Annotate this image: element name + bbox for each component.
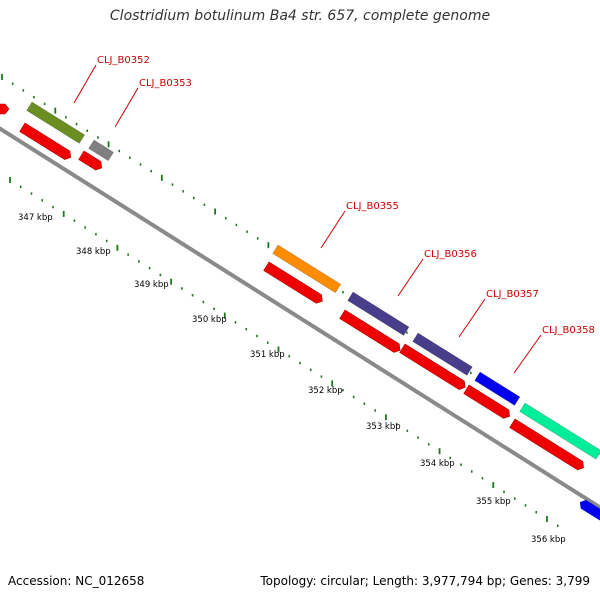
gene-leader-line	[114, 87, 139, 128]
cds-arrow	[509, 418, 584, 471]
cds-arrow	[263, 261, 323, 304]
gene-label: CLJ_B0358	[542, 325, 595, 336]
cds-arrow	[339, 309, 401, 353]
gene-leader-line	[320, 210, 346, 249]
gene-label: CLJ_B0357	[486, 289, 539, 300]
cds-arrow	[0, 103, 10, 115]
gene-feature-bar	[88, 139, 114, 162]
gene-leader-line	[513, 334, 542, 374]
gene-label: CLJ_B0353	[139, 78, 192, 89]
gene-leader-line	[73, 64, 97, 104]
gene-label: CLJ_B0356	[424, 249, 477, 260]
accession-label: Accession: NC_012658	[8, 574, 145, 588]
gene-leader-line	[458, 298, 486, 338]
position-label: 349 kbp	[134, 280, 169, 290]
gene-leader-lines	[73, 64, 542, 374]
genome-backbone	[0, 126, 600, 510]
gene-feature-track	[26, 101, 600, 522]
gene-feature-bar	[272, 244, 342, 294]
map-title: Clostridium botulinum Ba4 str. 657, comp…	[109, 8, 491, 24]
position-label: 355 kbp	[476, 497, 511, 507]
position-label: 351 kbp	[250, 350, 285, 360]
position-label: 352 kbp	[308, 386, 343, 396]
position-label: 353 kbp	[366, 422, 401, 432]
position-label: 348 kbp	[76, 247, 111, 257]
gene-label: CLJ_B0352	[97, 55, 150, 66]
position-label: 347 kbp	[18, 213, 53, 223]
genome-summary: Topology: circular; Length: 3,977,794 bp…	[260, 574, 590, 588]
position-label: 356 kbp	[531, 535, 566, 545]
cds-arrow	[463, 384, 510, 419]
position-label: 354 kbp	[420, 459, 455, 469]
gene-label: CLJ_B0355	[346, 201, 399, 212]
inner-tick-ring	[9, 177, 559, 527]
position-label: 350 kbp	[192, 315, 227, 325]
gene-feature-bar	[519, 402, 600, 460]
gene-feature-bar	[412, 332, 473, 376]
gene-feature-bar	[347, 291, 410, 336]
cds-arrow	[19, 122, 72, 160]
gene-feature-bar	[26, 101, 85, 144]
cds-arrow	[78, 150, 103, 171]
gene-leader-line	[397, 258, 424, 297]
gene-feature-bar	[474, 371, 521, 406]
cds-arrow	[399, 343, 466, 390]
